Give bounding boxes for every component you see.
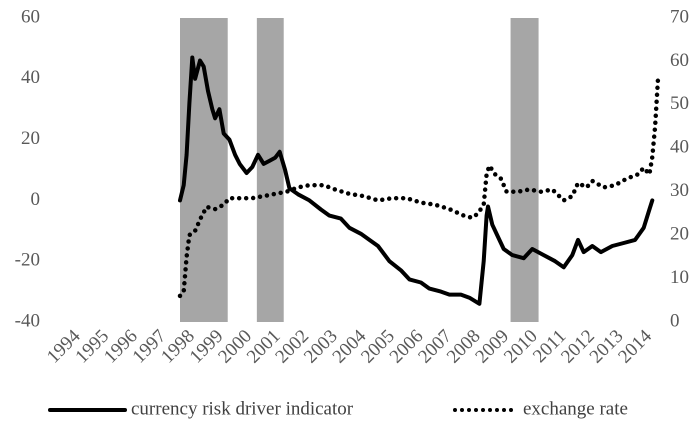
- y-tick-label: -40: [15, 310, 40, 331]
- y2-tick-label: 700: [670, 6, 689, 27]
- y2-tick-label: 0: [670, 310, 680, 331]
- recession-band: [256, 18, 284, 322]
- y2-tick-label: 600: [670, 50, 689, 71]
- y2-tick-label: 500: [670, 93, 689, 114]
- recession-band: [510, 18, 539, 322]
- y-tick-label: 40: [21, 67, 40, 88]
- y-tick-label: 0: [31, 189, 41, 210]
- y2-tick-label: 400: [670, 137, 689, 158]
- y2-tick-label: 300: [670, 180, 689, 201]
- series-line: [177, 76, 661, 299]
- y-tick-label: -20: [15, 250, 40, 271]
- series-line: [178, 55, 655, 306]
- legend-label: currency risk driver indicator: [131, 398, 354, 419]
- x-tick-label: 2014: [614, 325, 656, 367]
- y2-tick-label: 200: [670, 224, 689, 245]
- y-tick-label: 60: [21, 6, 40, 27]
- y2-tick-label: 100: [670, 267, 689, 288]
- legend-label: exchange rate: [523, 398, 628, 419]
- y-tick-label: 20: [21, 128, 40, 149]
